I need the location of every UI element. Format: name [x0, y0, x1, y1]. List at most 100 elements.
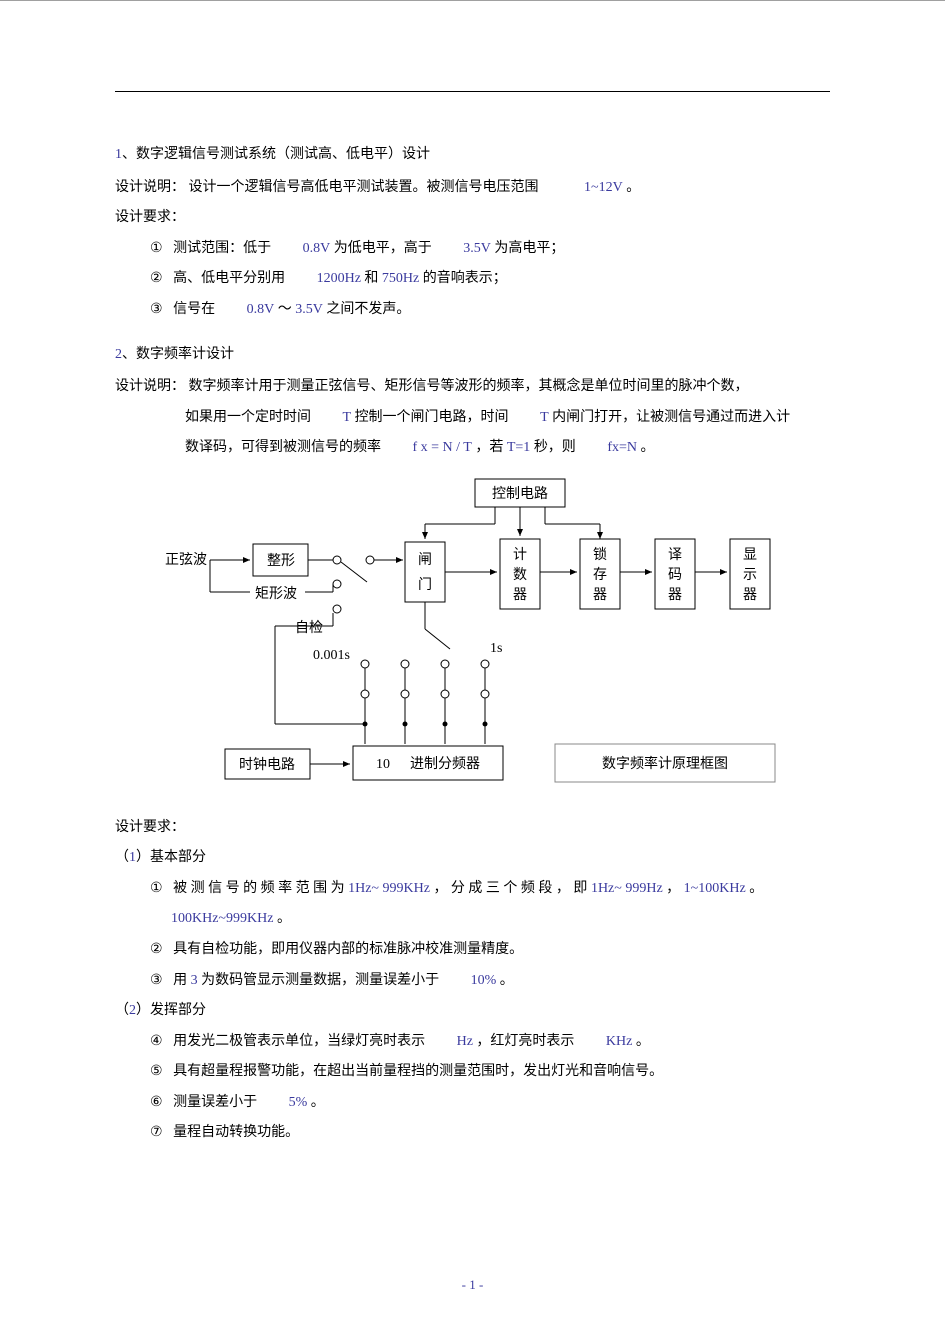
s2r2: ② 具有自检功能，即用仪器内部的标准脉冲校准测量精度。 — [150, 937, 830, 964]
req2: ② 高、低电平分别用 1200Hz 和 750Hz 的音响表示； — [150, 266, 830, 293]
s2-T2: T — [540, 410, 549, 425]
s2r6-b: 。 — [311, 1095, 325, 1110]
s2r3-pct: 10% — [471, 973, 497, 988]
p2-open: （ — [115, 1003, 129, 1018]
s2r4-b: ，红灯亮时表示 — [476, 1034, 574, 1049]
s2r6: ⑥ 测量误差小于 5% 。 — [150, 1090, 830, 1117]
diagram-svg: 控制电路 正弦波 整形 — [155, 474, 795, 794]
svg-text:码: 码 — [668, 567, 682, 583]
s2r1-v1: 1Hz~ 999KHz — [348, 881, 430, 896]
dg-caption: 数字频率计原理框图 — [602, 755, 728, 772]
desc-text: 设计一个逻辑信号高低电平测试装置。被测信号电压范围 — [189, 180, 539, 195]
p1-num: 1 — [129, 850, 136, 865]
s2r1-v2: 1Hz~ 999Hz — [591, 881, 663, 896]
s2r2-a: 具有自检功能，即用仪器内部的标准脉冲校准测量精度。 — [173, 942, 523, 957]
s2r4-a: 用发光二极管表示单位，当绿灯亮时表示 — [173, 1034, 425, 1049]
req2-v1: 1200Hz — [317, 271, 361, 286]
req3-tilde: ～ — [278, 302, 292, 317]
req3-num: ③ — [150, 297, 170, 324]
dg-gate-2: 门 — [418, 577, 432, 593]
s2r1-b: ， 分 成 三 个 频 段 ， 即 — [433, 881, 587, 896]
s2r3-num: ③ — [150, 968, 170, 995]
section1-reqlist: ① 测试范围：低于 0.8V 为低电平，高于 3.5V 为高电平； ② 高、低电… — [115, 236, 830, 324]
s2-desc-l3d: 。 — [640, 440, 654, 455]
s2-desc-l3a: 数译码，可得到被测信号的频率 — [185, 440, 381, 455]
dg-gate-1: 闸 — [418, 552, 432, 568]
section2-desc3: 数译码，可得到被测信号的频率 f x = N / T ，若 T=1 秒，则 fx… — [115, 435, 830, 462]
req3-a: 信号在 — [173, 302, 215, 317]
s2r7: ⑦ 量程自动转换功能。 — [150, 1120, 830, 1147]
s2-desc-l2c: 内闸门打开，让被测信号通过而进入计 — [552, 410, 790, 425]
s2r3-a: 用 — [173, 973, 187, 988]
s2r1-num: ① — [150, 876, 170, 903]
req2-v2: 750Hz — [382, 271, 419, 286]
section2-desc1: 设计说明： 数字频率计用于测量正弦信号、矩形信号等波形的频率，其概念是单位时间里… — [115, 374, 830, 401]
s2r4-num: ④ — [150, 1029, 170, 1056]
dg-sine: 正弦波 — [165, 552, 207, 568]
s2r7-a: 量程自动转换功能。 — [173, 1125, 299, 1140]
section2-reqlist2: ④ 用发光二极管表示单位，当绿灯亮时表示 Hz ，红灯亮时表示 KHz 。 ⑤ … — [115, 1029, 830, 1147]
header-rule — [115, 91, 830, 92]
s2r1-line2: 100KHz~999KHz 。 — [150, 906, 830, 933]
svg-text:存: 存 — [593, 567, 607, 583]
s2r4-v1: Hz — [457, 1034, 473, 1049]
part1-label: （1）基本部分 — [115, 845, 830, 872]
s2-formula: f x = N / T — [413, 440, 472, 455]
s2r7-num: ⑦ — [150, 1120, 170, 1147]
s2r1-l2s: 。 — [277, 911, 291, 926]
s2r5-a: 具有超量程报警功能，在超出当前量程挡的测量范围时，发出灯光和音响信号。 — [173, 1064, 663, 1079]
dg-div-num: 10 — [376, 757, 390, 772]
dg-t2: 1s — [490, 641, 502, 656]
section1-title: 1、数字逻辑信号测试系统（测试高、低电平）设计 — [115, 142, 830, 169]
s2-desc-l2a: 如果用一个定时时间 — [185, 410, 311, 425]
page: 1、数字逻辑信号测试系统（测试高、低电平）设计 设计说明： 设计一个逻辑信号高低… — [0, 0, 945, 1338]
s2-desc-l3b: ，若 — [475, 440, 503, 455]
req1-b: 为低电平，高于 — [334, 241, 432, 256]
p2-num: 2 — [129, 1003, 136, 1018]
part2-label: （2）发挥部分 — [115, 998, 830, 1025]
section2-num: 2 — [115, 347, 122, 362]
dg-selfcheck: 自检 — [295, 620, 323, 636]
req2-b: 的音响表示； — [423, 271, 507, 286]
s2-desc-label: 设计说明： — [115, 379, 185, 394]
dg-div-label: 进制分频器 — [410, 756, 480, 772]
s2r6-a: 测量误差小于 — [173, 1095, 257, 1110]
p2-suffix: ）发挥部分 — [136, 1003, 206, 1018]
section1-req-label: 设计要求： — [115, 205, 830, 232]
s2r4-c: 。 — [636, 1034, 650, 1049]
svg-text:数: 数 — [513, 567, 527, 583]
s2r6-v: 5% — [289, 1095, 308, 1110]
dg-rect: 矩形波 — [255, 586, 297, 602]
svg-text:器: 器 — [743, 588, 757, 603]
req1-num: ① — [150, 236, 170, 263]
svg-text:锁: 锁 — [593, 547, 607, 563]
section2-req-label: 设计要求： — [115, 815, 830, 842]
req3-v2: 3.5V — [295, 302, 323, 317]
p1-suffix: ）基本部分 — [136, 850, 206, 865]
req2-and: 和 — [364, 271, 378, 286]
dg-control: 控制电路 — [492, 486, 548, 502]
s2r4: ④ 用发光二极管表示单位，当绿灯亮时表示 Hz ，红灯亮时表示 KHz 。 — [150, 1029, 830, 1056]
section1-desc: 设计说明： 设计一个逻辑信号高低电平测试装置。被测信号电压范围 1~12V 。 — [115, 175, 830, 202]
dg-clock: 时钟电路 — [239, 756, 295, 773]
svg-text:计: 计 — [513, 547, 527, 563]
s2-desc-l2b: 控制一个闸门电路，时间 — [355, 410, 509, 425]
section2-desc2: 如果用一个定时时间 T 控制一个闸门电路，时间 T 内闸门打开，让被测信号通过而… — [115, 405, 830, 432]
content: 1、数字逻辑信号测试系统（测试高、低电平）设计 设计说明： 设计一个逻辑信号高低… — [115, 91, 830, 1147]
req1: ① 测试范围：低于 0.8V 为低电平，高于 3.5V 为高电平； — [150, 236, 830, 263]
s2r3-v: 3 — [191, 973, 198, 988]
section1-title-text: 、数字逻辑信号测试系统（测试高、低电平）设计 — [122, 147, 430, 162]
s2-desc-l1: 数字频率计用于测量正弦信号、矩形信号等波形的频率，其概念是单位时间里的脉冲个数， — [189, 379, 749, 394]
s2r3: ③ 用 3 为数码管显示测量数据，测量误差小于 10% 。 — [150, 968, 830, 995]
desc-range: 1~12V — [584, 180, 623, 195]
s2r3-c: 。 — [500, 973, 514, 988]
svg-text:示: 示 — [743, 568, 757, 583]
req1-v2: 3.5V — [463, 241, 491, 256]
dg-shape: 整形 — [267, 553, 295, 569]
req1-c: 为高电平； — [494, 241, 564, 256]
section1-num: 1 — [115, 147, 122, 162]
s2-fxeq: fx=N — [607, 440, 637, 455]
s2r1-v3: 1~100KHz — [684, 881, 746, 896]
s2r4-v2: KHz — [606, 1034, 632, 1049]
dg-t1: 0.001s — [313, 648, 350, 663]
